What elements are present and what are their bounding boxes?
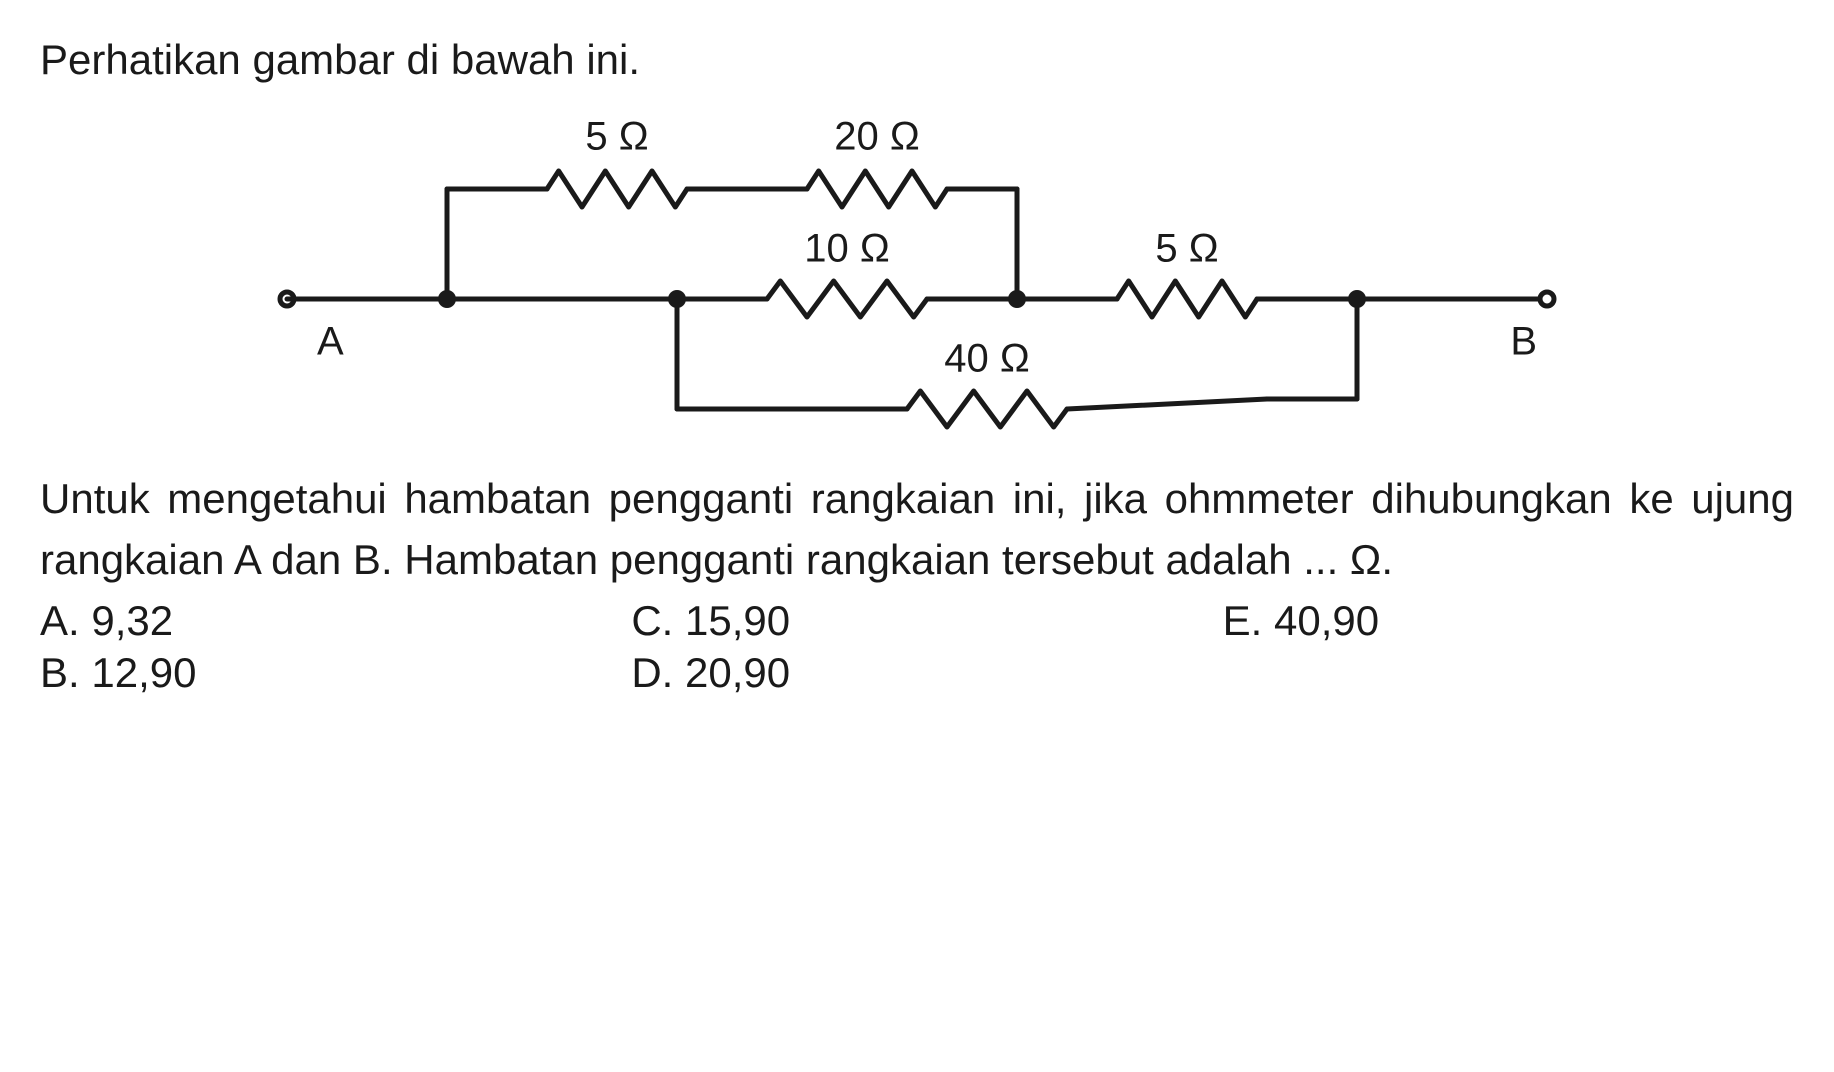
- intro-text: Perhatikan gambar di bawah ini.: [40, 30, 1794, 91]
- svg-text:20 Ω: 20 Ω: [834, 114, 920, 158]
- svg-text:B: B: [1510, 319, 1537, 363]
- svg-text:A: A: [317, 319, 344, 363]
- svg-text:5 Ω: 5 Ω: [585, 114, 648, 158]
- circuit-diagram: A 5 Ω 20 Ω 10 Ω 5 Ω B 40 Ω: [40, 99, 1794, 459]
- circuit-svg: A 5 Ω 20 Ω 10 Ω 5 Ω B 40 Ω: [247, 99, 1587, 459]
- svg-text:40 Ω: 40 Ω: [944, 336, 1030, 380]
- answer-d: D. 20,90: [631, 647, 1202, 699]
- question-body: Untuk mengetahui hambatan pengganti rang…: [40, 469, 1794, 591]
- svg-text:5 Ω: 5 Ω: [1155, 226, 1218, 270]
- answer-e: E. 40,90: [1223, 595, 1794, 647]
- svg-text:10 Ω: 10 Ω: [804, 226, 890, 270]
- answer-c: C. 15,90: [631, 595, 1202, 647]
- answer-b: B. 12,90: [40, 647, 611, 699]
- question-page: Perhatikan gambar di bawah ini. A 5 Ω 20 Ω…: [40, 30, 1794, 699]
- answer-a: A. 9,32: [40, 595, 611, 647]
- answer-grid: A. 9,32 C. 15,90 E. 40,90 B. 12,90 D. 20…: [40, 595, 1794, 699]
